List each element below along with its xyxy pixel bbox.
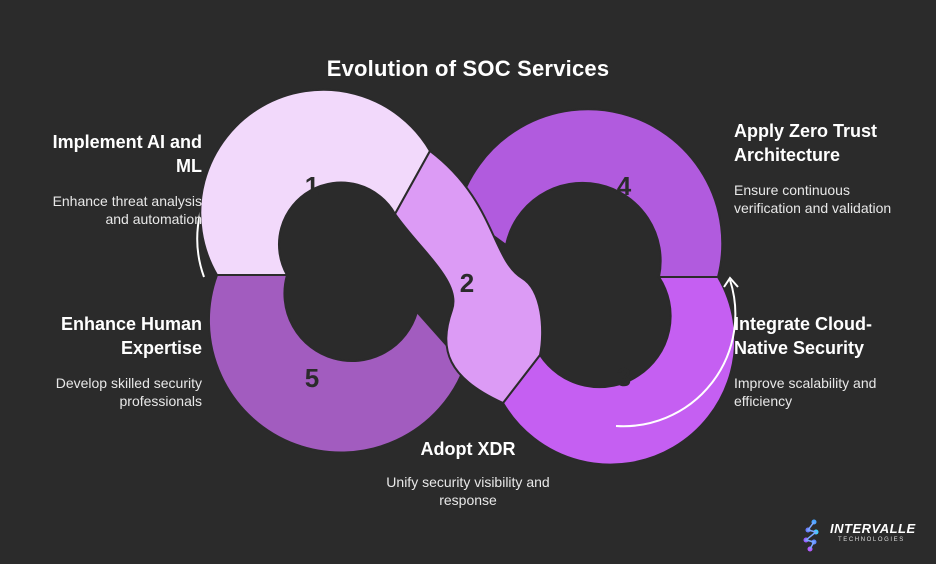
step-4-block: Apply Zero Trust Architecture Ensure con… [734, 119, 904, 217]
step-1-block: Implement AI and ML Enhance threat analy… [40, 130, 202, 228]
segment-5-number: 5 [305, 363, 319, 393]
page-title: Evolution of SOC Services [326, 56, 610, 81]
segment-1 [199, 88, 432, 276]
step-5-heading: Enhance Human Expertise [60, 314, 202, 358]
segment-3-number: 3 [617, 362, 631, 392]
step-4-heading: Apply Zero Trust Architecture [734, 121, 878, 165]
step-1-description: Enhance threat analysis and automation [52, 193, 202, 227]
arrow-right [615, 279, 737, 428]
step-4-description: Ensure continuous verification and valid… [734, 182, 892, 216]
arrow-right-head [723, 276, 739, 288]
step-1-heading: Implement AI and ML [52, 132, 202, 176]
segment-2 [393, 149, 544, 405]
logo-name: INTERVALLE [830, 521, 916, 536]
segment-4-number: 4 [617, 171, 632, 201]
company-logo: INTERVALLE TECHNOLOGIES [800, 518, 920, 552]
step-2-description: Unify security visibility and response [386, 474, 550, 508]
step-5-block: Enhance Human Expertise Develop skilled … [30, 312, 202, 410]
step-5-description: Develop skilled security professionals [55, 375, 202, 409]
logo-icon [803, 519, 819, 552]
step-2-heading: Adopt XDR [420, 439, 516, 459]
logo-tagline: TECHNOLOGIES [838, 537, 905, 543]
segment-2-number: 2 [460, 268, 474, 298]
segment-1-number: 1 [305, 171, 319, 201]
step-3-heading: Integrate Cloud-Native Security [734, 314, 872, 358]
step-2-block: Adopt XDR Unify security visibility and … [368, 437, 568, 509]
segment-3 [501, 276, 737, 466]
segment-4 [456, 108, 724, 278]
step-3-description: Improve scalability and efficiency [734, 375, 877, 409]
step-3-block: Integrate Cloud-Native Security Improve … [734, 312, 904, 410]
segment-5 [207, 274, 467, 454]
